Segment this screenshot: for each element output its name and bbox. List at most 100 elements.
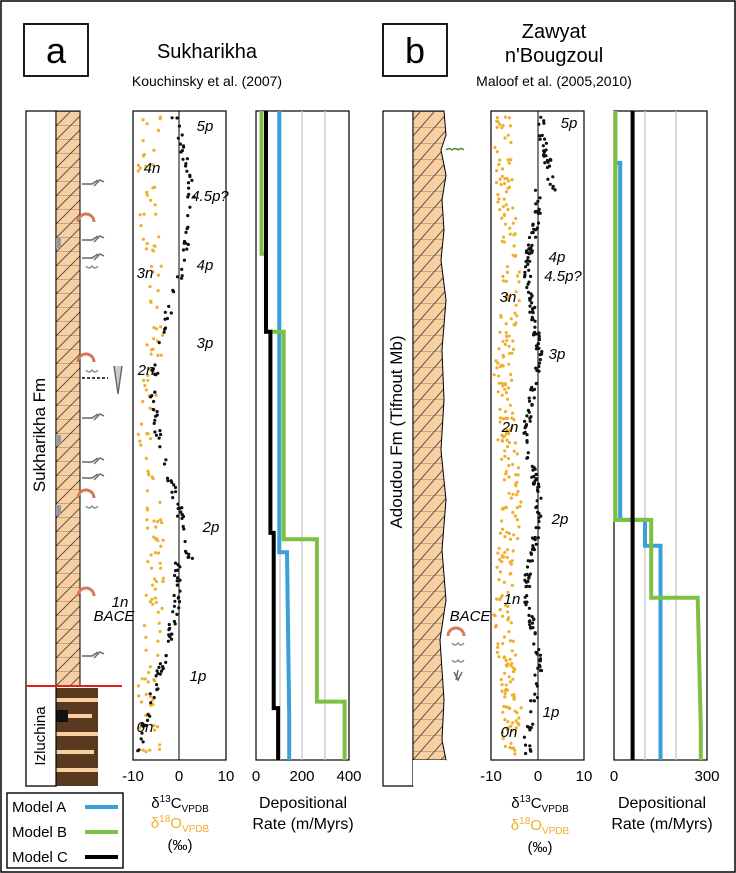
panel-b-d13c-point xyxy=(528,584,532,589)
panel-a-d18o-point xyxy=(138,439,142,443)
panel-b-d13c-point xyxy=(548,182,552,186)
panel-b-d18o-point xyxy=(504,410,508,414)
panel-b-d18o-point xyxy=(501,274,505,279)
panel-b-d13c-point xyxy=(527,576,531,580)
panel-b-d13c-point xyxy=(533,325,537,329)
panel-a-d13c-point xyxy=(175,583,179,587)
panel-b-d18o-point xyxy=(504,603,508,608)
panel-a-d18o-point xyxy=(152,148,156,152)
panel-b-d13c-point xyxy=(526,451,530,455)
panel-b-d13c-point xyxy=(525,456,529,460)
panel-a-d18o-point xyxy=(159,544,163,548)
panel-b-d13c-point xyxy=(536,199,540,203)
panel-a-d13c-point xyxy=(152,399,156,404)
panel-a-d18o-point xyxy=(153,577,157,581)
panel-a-d18o-point xyxy=(158,743,162,747)
panel-a-iso-tick-neg10: -10 xyxy=(122,768,144,785)
panel-b-d18o-point xyxy=(496,200,500,204)
panel-a-d13c-point xyxy=(177,595,181,599)
panel-b-d13c-point xyxy=(537,647,541,652)
panel-b-d18o-point xyxy=(497,546,501,550)
panel-b-d13c-point xyxy=(530,243,534,247)
panel-b-d18o-point xyxy=(496,192,500,197)
panel-b-d13c-label: δ13CVPDB xyxy=(511,794,569,815)
panel-a-d13c-point xyxy=(140,722,144,727)
panel-a-d18o-point xyxy=(160,606,164,611)
panel-b-d18o-point xyxy=(511,253,515,257)
panel-b-d18o-point xyxy=(503,550,507,555)
panel-b-d13c-point xyxy=(524,265,528,269)
panel-b-d18o-point xyxy=(507,344,511,348)
panel-a-cycle-label: 3n xyxy=(137,265,154,282)
panel-b-d13c-point xyxy=(528,728,532,732)
panel-b-d13c-point xyxy=(525,259,530,263)
panel-b-d18o-point xyxy=(506,445,510,449)
panel-b-d18o-point xyxy=(514,719,518,723)
panel-b-formation: Adoudou Fm (Tifnout Mb) xyxy=(387,335,406,528)
panel-b-citation: Maloof et al. (2005,2010) xyxy=(476,73,632,89)
panel-b-d13c-point xyxy=(538,134,542,138)
panel-b-d13c-point xyxy=(530,301,534,305)
panel-b-d18o-point xyxy=(498,364,502,368)
panel-b-d13c-point xyxy=(525,565,530,569)
panel-b-d18o-point xyxy=(515,452,519,456)
panel-b-d13c-point xyxy=(533,188,538,192)
panel-a-d18o-point xyxy=(152,723,156,728)
panel-a-d13c-point xyxy=(162,330,166,334)
panel-a-cycle-label: 2p xyxy=(202,519,220,536)
panel-b-d18o-point xyxy=(507,116,511,120)
panel-b-d13c-point xyxy=(522,735,527,739)
panel-a-d13c-point xyxy=(187,552,191,557)
panel-b-d18o-point xyxy=(509,140,513,145)
panel-a-d13c-point xyxy=(163,310,167,314)
panel-b-d13c-point xyxy=(543,137,547,141)
panel-a-d18o-point xyxy=(138,213,142,217)
panel-b-d13c-point xyxy=(523,573,527,577)
panel-b-d18o-point xyxy=(513,752,517,756)
panel-a-cycle-label: 2n xyxy=(137,362,155,379)
panel-b-d13c-point xyxy=(537,122,541,126)
panel-b-d18o-point xyxy=(505,727,509,732)
panel-b-d18o-point xyxy=(511,347,516,351)
panel-a-fossil-icons xyxy=(76,179,123,659)
panel-a-d13c-point xyxy=(153,363,157,367)
panel-a-isotope-plot xyxy=(132,110,227,761)
panel-a-d18o-point xyxy=(152,337,156,341)
panel-b-d18o-point xyxy=(498,608,502,612)
panel-b-d18o-point xyxy=(504,416,508,420)
panel-a-d13c-point xyxy=(172,483,176,487)
panel-b-d18o-point xyxy=(510,416,514,420)
panel-b-d18o-point xyxy=(514,254,518,258)
panel-b-d18o-point xyxy=(513,514,518,518)
panel-a-d13c-point xyxy=(186,181,191,185)
panel-a-d18o-point xyxy=(161,538,165,542)
panel-b-d18o-point xyxy=(515,480,519,484)
panel-b-d18o-point xyxy=(502,197,506,201)
panel-b-d18o-point xyxy=(504,428,508,432)
panel-b-d18o-point xyxy=(501,736,505,740)
panel-b-d18o-point xyxy=(513,748,517,752)
panel-b-cycle-label: 4p xyxy=(549,249,566,266)
panel-a-d18o-point xyxy=(141,154,145,158)
panel-a-d18o-point xyxy=(144,164,148,169)
panel-b-d13c-point xyxy=(530,615,534,619)
panel-b-d13c-point xyxy=(536,482,541,486)
panel-a-d13c-point xyxy=(185,247,189,251)
panel-a-d18o-point xyxy=(157,747,162,752)
panel-a-d13c-point xyxy=(173,485,178,490)
panel-b-d18o-point xyxy=(506,158,510,162)
panel-b-d18o-point xyxy=(510,351,514,355)
panel-b-d13c-point xyxy=(524,424,528,429)
panel-a-d18o-point xyxy=(142,624,147,628)
panel-a-d18o-point xyxy=(148,748,152,752)
panel-b-d13c-point xyxy=(527,613,531,618)
panel-a-d13c-point xyxy=(171,610,175,614)
panel-b-d13c-point xyxy=(527,396,531,400)
panel-b-d18o-point xyxy=(510,649,514,653)
panel-b-d18o-point xyxy=(508,124,513,128)
panel-b-d18o-point xyxy=(515,518,520,522)
panel-b-d18o-point xyxy=(500,560,504,564)
panel-b-cycle-label: 4.5p? xyxy=(544,268,582,285)
panel-b-d13c-point xyxy=(539,496,543,500)
panel-a-d13c-point xyxy=(163,327,167,331)
